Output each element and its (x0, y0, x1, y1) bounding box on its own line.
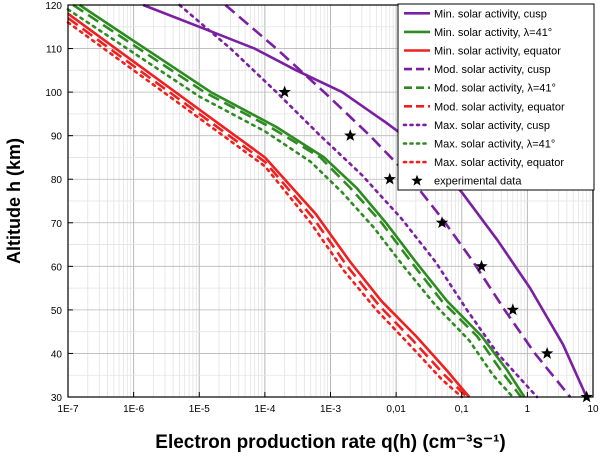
x-tick-label: 1E-3 (320, 404, 342, 415)
series-line-4 (224, 4, 572, 398)
series-line-3 (67, 12, 471, 398)
x-tick-label: 1E-7 (57, 404, 79, 415)
y-tick-label: 120 (45, 1, 62, 12)
series-line-8 (66, 8, 515, 399)
y-tick-label: 50 (51, 306, 63, 317)
legend-label: Min. solar activity, cusp (434, 8, 547, 20)
experimental-point (435, 216, 449, 229)
x-tick-label: 1 (525, 404, 531, 415)
x-tick-label: 1E-5 (189, 404, 211, 415)
legend-box (397, 3, 595, 191)
legend-label: Min. solar activity, equator (434, 46, 561, 58)
y-tick-label: 100 (45, 88, 62, 99)
experimental-point (344, 129, 357, 141)
y-tick-label: 90 (51, 132, 63, 143)
y-tick-label: 40 (51, 349, 63, 360)
experimental-point (278, 85, 291, 98)
legend-label: Max. solar activity, λ=41° (434, 139, 555, 151)
legend-label: Mod. solar activity, equator (434, 101, 565, 113)
experimental-point (506, 303, 519, 316)
x-tick-label: 1E-4 (254, 404, 276, 415)
experimental-point (383, 172, 396, 185)
legend: Min. solar activity, cusp Min. solar acti… (397, 3, 595, 191)
y-axis-title: Altitude h (km) (4, 138, 24, 264)
legend-label: Min. solar activity, λ=41° (434, 27, 552, 39)
axis-ticks: 1E-7 1E-6 1E-5 1E-4 1E-3 0,01 0,1 1 103040506070… (45, 1, 599, 415)
x-tick-label: 0,01 (386, 404, 406, 415)
y-tick-label: 30 (51, 393, 63, 404)
legend-swatch (411, 174, 423, 186)
legend-label: Max. solar activity, cusp (434, 120, 550, 132)
legend-label: experimental data (434, 176, 522, 188)
y-tick-label: 70 (51, 219, 63, 230)
series-line-9 (66, 21, 464, 399)
series-line-5 (72, 3, 523, 398)
experimental-markers (278, 85, 593, 403)
legend-label: Mod. solar activity, cusp (434, 64, 551, 76)
x-tick-label: 0,1 (455, 404, 469, 415)
x-tick-label: 10 (587, 404, 599, 415)
series-line-2 (78, 3, 526, 398)
legend-label: Max. solar activity, equator (434, 157, 564, 169)
x-tick-label: 1E-6 (123, 404, 145, 415)
experimental-point (580, 390, 593, 403)
x-axis-title: Electron production rate q(h) (cm⁻³s⁻¹) (155, 432, 505, 453)
legend-label: Mod. solar activity, λ=41° (434, 83, 556, 95)
y-tick-label: 110 (46, 45, 62, 56)
series-line-7 (178, 3, 539, 399)
experimental-point (475, 259, 488, 272)
y-tick-label: 60 (51, 262, 63, 273)
y-tick-label: 80 (51, 175, 63, 186)
series-layer (66, 3, 588, 399)
series-line-6 (67, 17, 468, 398)
experimental-point (540, 346, 554, 359)
